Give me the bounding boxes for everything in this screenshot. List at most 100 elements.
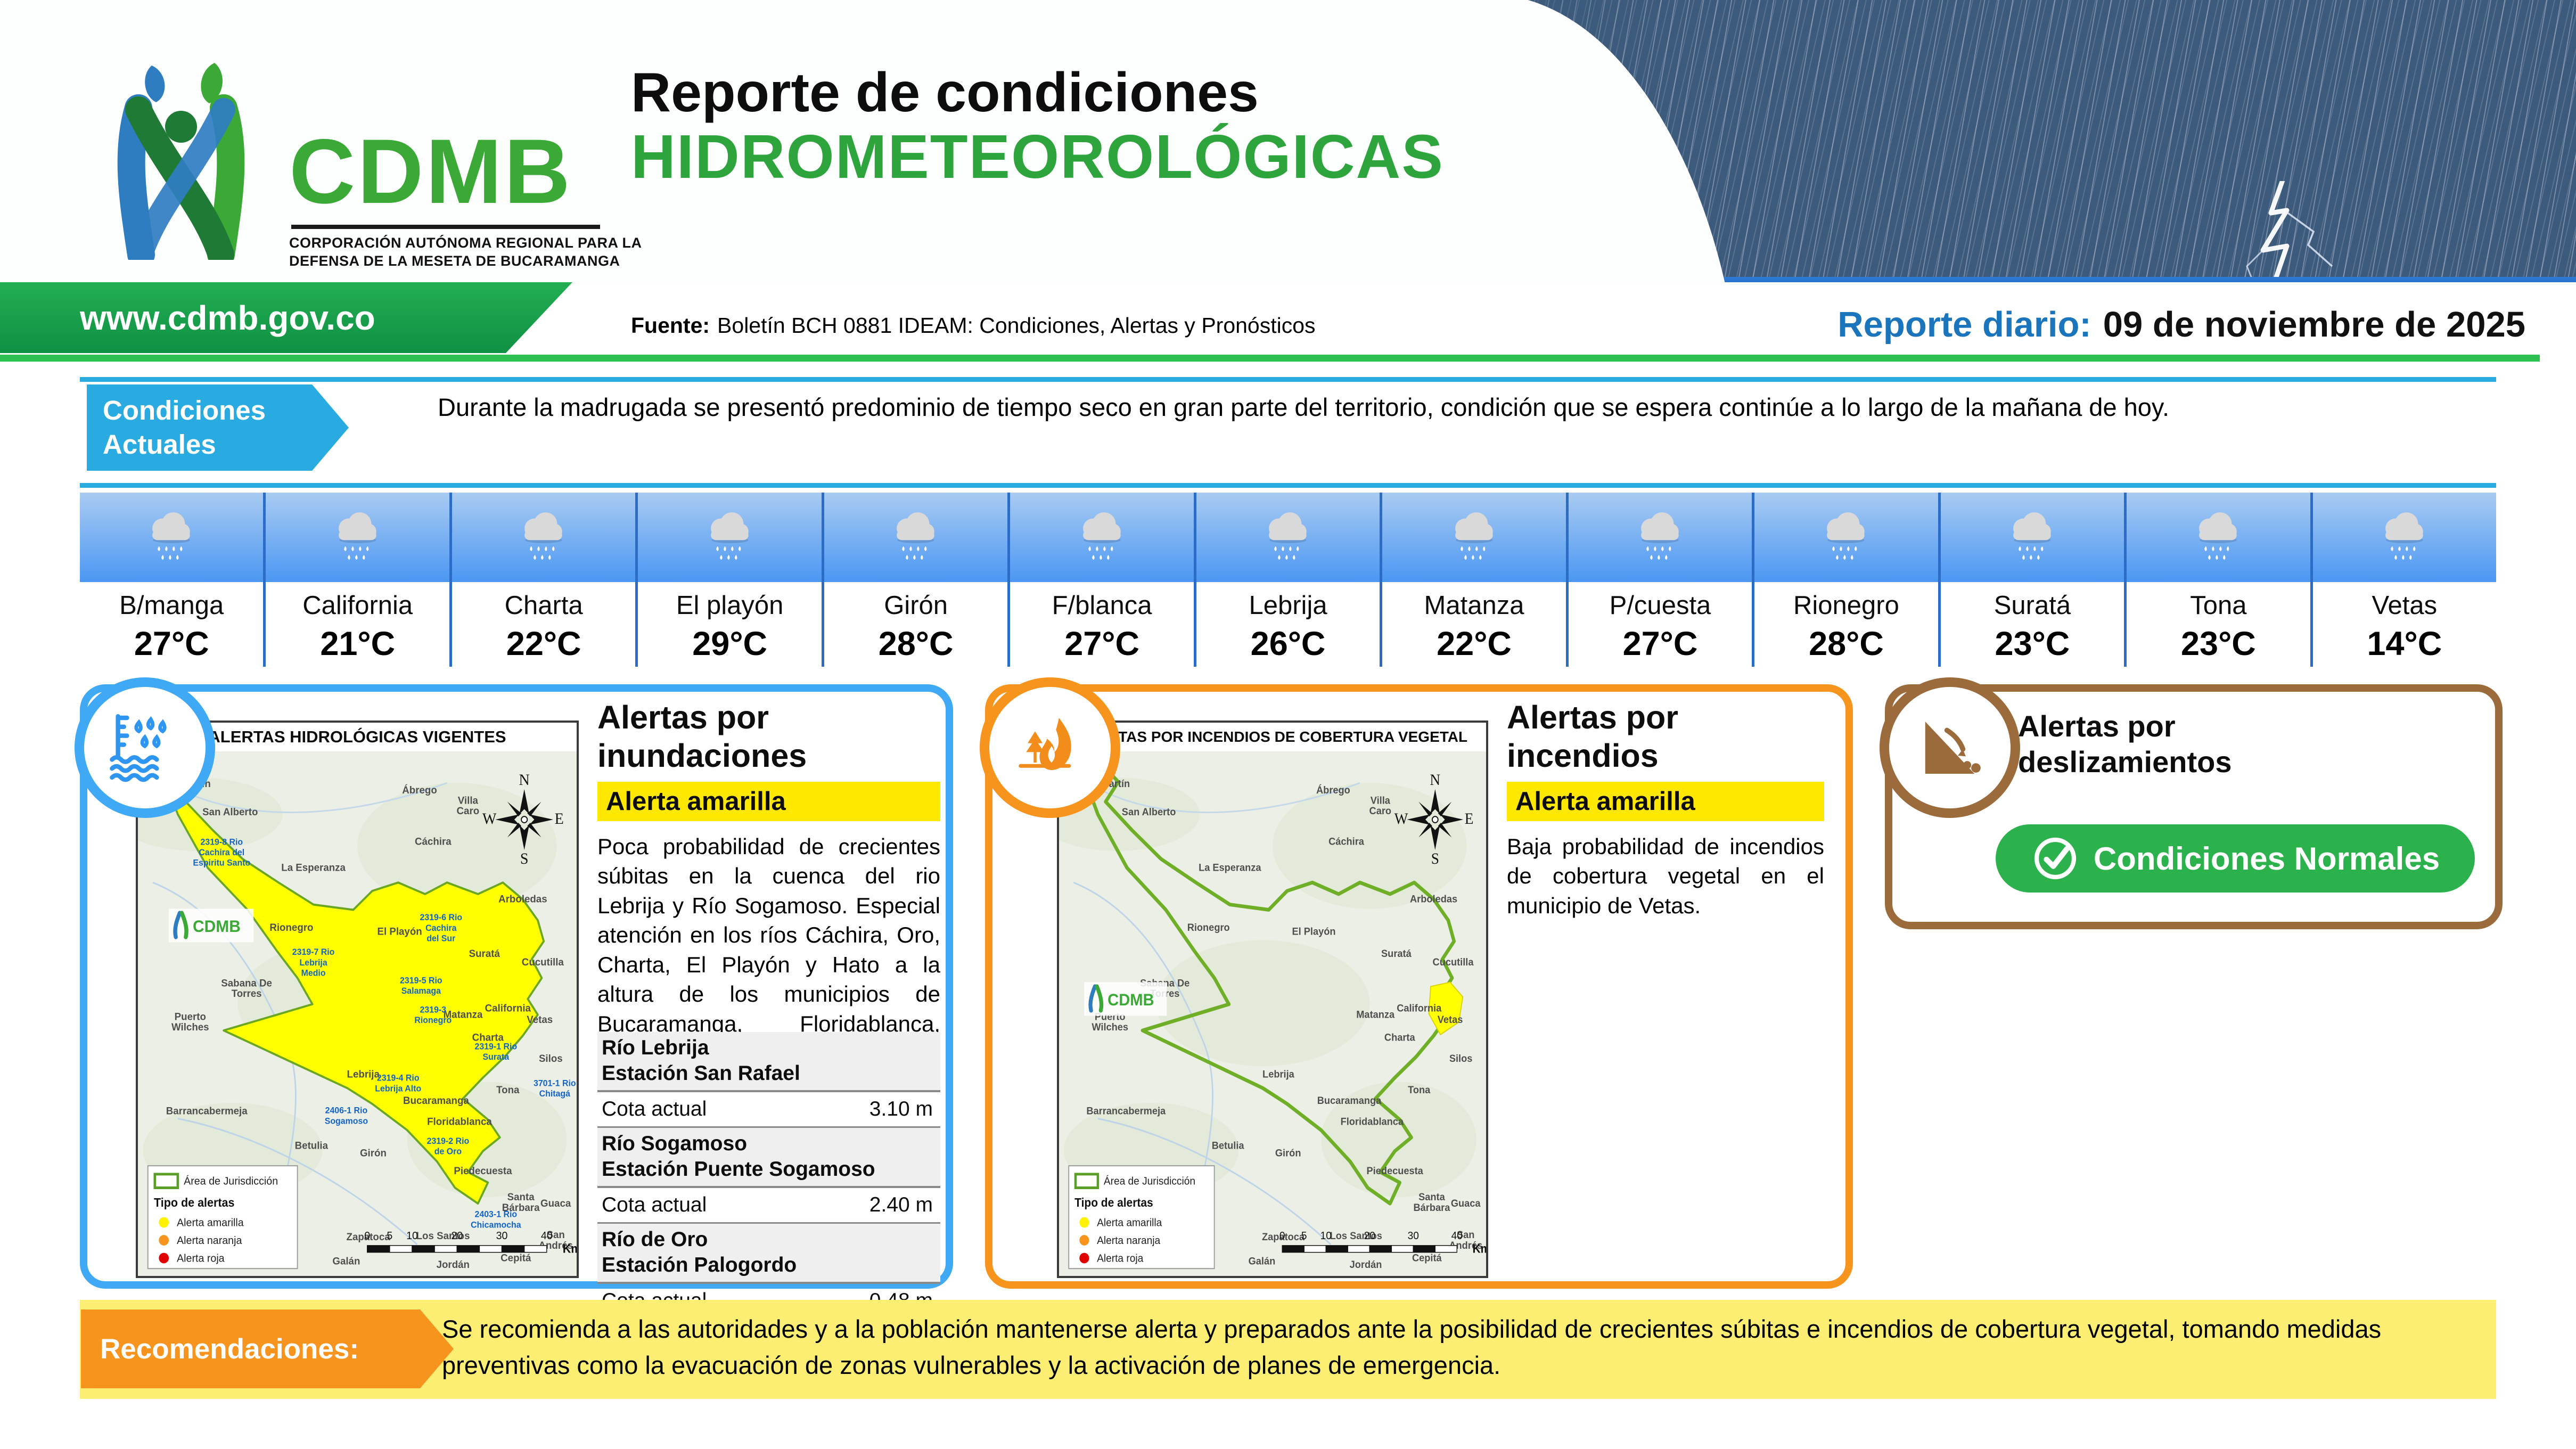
current-conditions-box [80, 377, 2496, 488]
scale-unit: Km [563, 1242, 577, 1256]
forecast-cell: Suratá 23°C [1940, 493, 2127, 667]
station-name: Estación Palogordo [602, 1253, 797, 1276]
forecast-city-name: Matanza [1424, 591, 1524, 620]
rain-cloud-icon [1269, 512, 1307, 560]
landslide-heading: Alertas por deslizamientos [2018, 709, 2232, 779]
station-value-row: Cota actual 3.10 m [597, 1092, 940, 1128]
cdmb-logo-mark [117, 63, 245, 260]
logo-tagline-2: DEFENSA DE LA MESETA DE BUCARAMANGA [289, 252, 620, 269]
forecast-cell-icon-area [1196, 493, 1380, 582]
map-legend: Área de Jurisdicción Tipo de alertas Alert… [147, 1165, 298, 1270]
forecast-cell-icon-area [1754, 493, 1938, 582]
station-value-row: Cota actual 2.40 m [597, 1188, 940, 1224]
lightning-icon [2246, 181, 2333, 282]
rain-cloud-icon [2199, 512, 2237, 560]
map-scale-bar: 0 5 10 20 30 40 Km [364, 1230, 577, 1256]
landslide-icon [1925, 722, 1981, 774]
forecast-cell: Tona 23°C [2127, 493, 2313, 667]
forecast-cell: F/blanca 27°C [1010, 493, 1196, 667]
forecast-cell: Girón 28°C [824, 493, 1011, 667]
watermark-text: CDMB [193, 916, 241, 936]
forecast-cell-icon-area [2312, 493, 2497, 582]
website-url[interactable]: www.cdmb.gov.co [80, 298, 375, 337]
map-river-label: 2319-5 Rio Salamaga [400, 976, 442, 996]
flood-panel-icon-circle [75, 677, 215, 818]
forecast-cell-icon-area [1940, 493, 2124, 582]
forecast-city-name: F/blanca [1052, 591, 1152, 620]
forecast-cell: El playón 29°C [638, 493, 824, 667]
map-place-label: Santa Bárbara [1413, 1192, 1450, 1214]
map-place-label: Vetas [1438, 1014, 1463, 1026]
scale-number: 0 [1279, 1230, 1285, 1242]
forecast-temperature: 28°C [878, 625, 954, 662]
forecast-temperature: 14°C [2367, 625, 2442, 662]
map-place-label: Charta [472, 1032, 504, 1044]
map-place-label: Vetas [527, 1014, 553, 1026]
forecast-temperature: 21°C [320, 625, 396, 662]
forecast-city-name: Lebrija [1249, 591, 1327, 620]
map-place-label: Silos [539, 1053, 563, 1065]
forecast-cell-info: Matanza 22°C [1382, 582, 1566, 667]
legend-item-label: Alerta naranja [177, 1234, 242, 1247]
map-place-label: Bucaramanga [1317, 1095, 1382, 1107]
forecast-city-name: Charta [504, 591, 583, 620]
station-header-row: Río de Oro Estación Palogordo [597, 1224, 940, 1284]
map-scale-bar: 0 5 10 20 30 40 Km [1279, 1230, 1486, 1255]
compass-letter: S [1431, 850, 1439, 867]
map-place-label: Floridablanca [1341, 1116, 1404, 1128]
map-place-label: Galán [1249, 1256, 1276, 1267]
map-place-label: Jordán [1350, 1259, 1382, 1271]
map-place-label: Charta [1384, 1032, 1415, 1044]
scale-number: 0 [364, 1230, 370, 1242]
landslide-panel-icon-circle [1880, 677, 2020, 818]
forecast-cell: Lebrija 26°C [1196, 493, 1383, 667]
map-place-label: Barrancabermeja [166, 1106, 248, 1117]
source-text: Boletín BCH 0881 IDEAM: Condiciones, Ale… [717, 313, 1316, 338]
compass-rose-icon: N E S W [482, 771, 564, 867]
map-place-label: Rionegro [1187, 922, 1230, 934]
rain-cloud-icon [338, 512, 376, 560]
forecast-cell-icon-area [1568, 493, 1752, 582]
map-river-label: 2403-1 Rio Chicamocha [471, 1209, 521, 1230]
fire-panel-icon-circle [980, 677, 1120, 818]
legend-title: Tipo de alertas [154, 1196, 235, 1209]
fire-map-title: ALERTAS POR INCENDIOS DE COBERTURA VEGET… [1059, 723, 1486, 751]
forecast-cell: Matanza 22°C [1382, 493, 1569, 667]
map-river-label: 2319-3 Rionegro [414, 1005, 452, 1025]
map-place-label: Cucutilla [522, 956, 564, 968]
map-river-label: 2319-7 Rio Lebrija Medio [292, 947, 335, 978]
recommendations-label: Recomendaciones: [81, 1309, 454, 1388]
compass-letter: W [1394, 811, 1408, 828]
forecast-cell: Vetas 14°C [2312, 493, 2497, 667]
forecast-cell-icon-area [1382, 493, 1566, 582]
forecast-city-name: Tona [2190, 591, 2247, 620]
map-place-label: Lebrija [347, 1069, 380, 1080]
map-place-label: California [1397, 1003, 1441, 1014]
map-place-label: Floridablanca [427, 1116, 492, 1128]
recommendations-box [80, 1300, 2496, 1399]
compass-letter: S [520, 850, 529, 867]
map-place-label: San Andrés [1449, 1229, 1482, 1251]
map-place-label: Villa Caro [457, 795, 480, 817]
forecast-cell-info: Tona 23°C [2127, 582, 2310, 667]
current-conditions-label: Condiciones Actuales [87, 384, 349, 471]
forecast-cell-icon-area [1010, 493, 1194, 582]
legend-dot [1079, 1252, 1089, 1264]
forecast-cell-info: California 21°C [266, 582, 449, 667]
compass-rose-icon: N E S W [1394, 772, 1474, 867]
flood-description: Poca probabilidad de crecientes súbitas … [597, 834, 940, 1066]
map-river-label: 2319-4 Rio Lebrija Alto [375, 1073, 421, 1093]
wildfire-icon [1019, 718, 1071, 770]
forecast-city-name: California [302, 591, 413, 620]
report-date-value: 09 de noviembre de 2025 [2103, 305, 2525, 345]
scale-unit: Km [1472, 1242, 1486, 1256]
scale-number: 20 [451, 1230, 463, 1242]
jurisdiction-legend-swatch [153, 1173, 179, 1189]
map-place-label: Rionegro [269, 922, 313, 934]
legend-dot [159, 1252, 169, 1264]
forecast-cell-info: B/manga 27°C [80, 582, 264, 667]
scale-number: 30 [1408, 1230, 1419, 1242]
map-place-label: Guaca [540, 1198, 571, 1210]
